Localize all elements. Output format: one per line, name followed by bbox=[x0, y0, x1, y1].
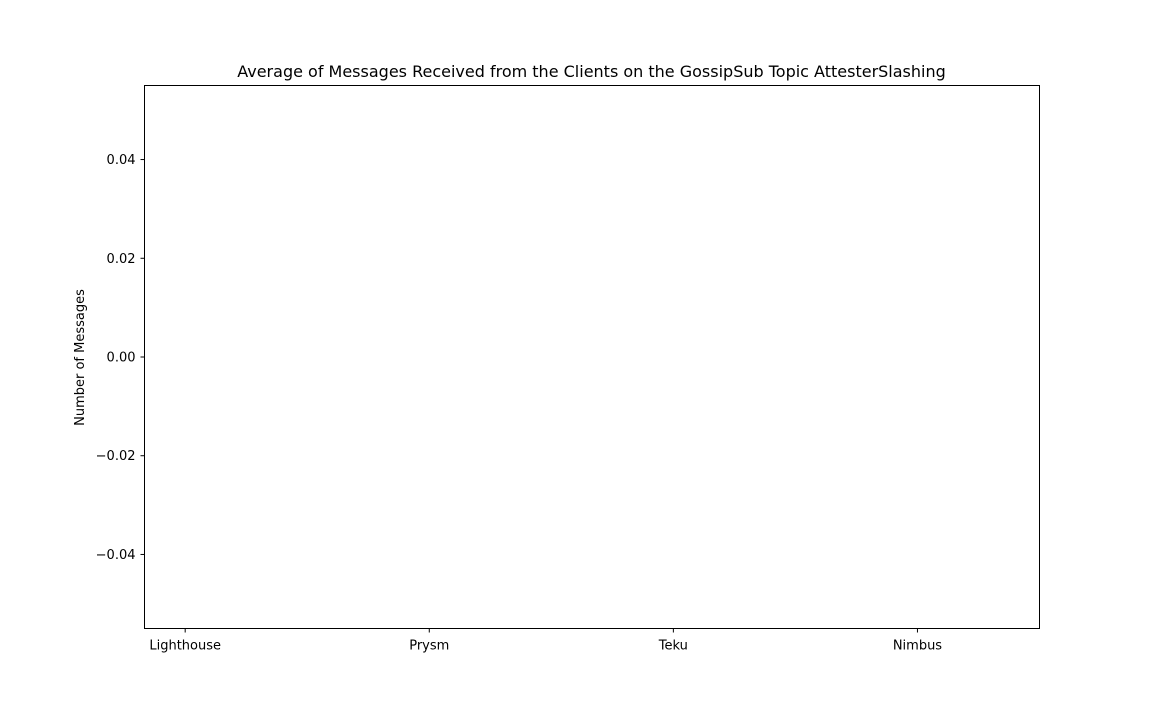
y-axis-label: Number of Messages bbox=[73, 289, 88, 426]
x-tick-label: Nimbus bbox=[893, 639, 942, 654]
plot-area-frame bbox=[144, 85, 1040, 629]
y-tick-label: −0.02 bbox=[96, 449, 136, 464]
y-axis-ticks: −0.04 −0.02 0.00 0.02 0.04 bbox=[96, 153, 145, 563]
y-tick-label: 0.00 bbox=[107, 351, 136, 366]
x-tick-label: Lighthouse bbox=[149, 639, 221, 654]
x-tick-label: Teku bbox=[658, 639, 688, 654]
chart-title: Average of Messages Received from the Cl… bbox=[237, 62, 946, 81]
y-tick-label: −0.04 bbox=[96, 548, 136, 563]
x-tick-label: Prysm bbox=[409, 639, 449, 654]
y-tick-label: 0.04 bbox=[107, 153, 136, 168]
y-tick-label: 0.02 bbox=[107, 252, 136, 267]
x-axis-ticks: Lighthouse Prysm Teku Nimbus bbox=[149, 628, 942, 654]
